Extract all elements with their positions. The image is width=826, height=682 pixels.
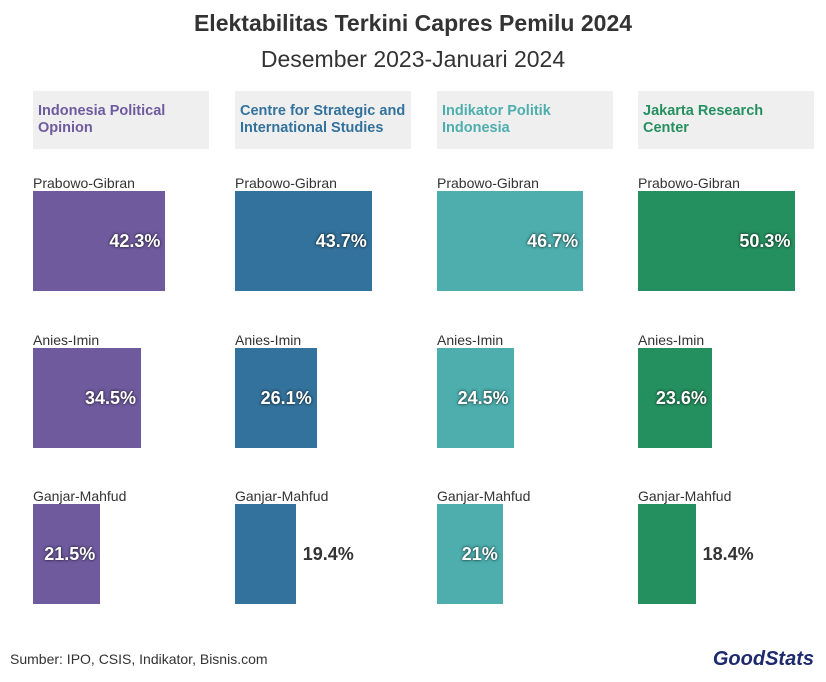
value-label: 42.3% [109, 231, 161, 251]
value-label: 21.5% [44, 544, 96, 564]
chart-title: Elektabilitas Terkini Capres Pemilu 2024 [193, 10, 633, 36]
value-label: 24.5% [457, 388, 509, 408]
bar [235, 504, 296, 604]
category-label: Anies-Imin [638, 332, 705, 348]
category-label: Prabowo-Gibran [33, 175, 135, 191]
panel-header: Indonesia Political Opinion [33, 91, 209, 149]
panel-header: Centre for Strategic and International S… [235, 91, 411, 149]
source: Sumber: IPO, CSIS, Indikator, Bisnis.com [10, 651, 268, 667]
value-label: 46.7% [527, 231, 579, 251]
value-label: 50.3% [739, 231, 791, 251]
category-label: Prabowo-Gibran [235, 175, 337, 191]
category-label: Anies-Imin [235, 332, 302, 348]
bar [638, 191, 796, 291]
logo: GoodStats [712, 648, 814, 670]
panel-header: Indikator Politik Indonesia [437, 91, 613, 149]
value-label: 34.5% [84, 388, 136, 408]
category-label: Ganjar-Mahfud [437, 488, 531, 504]
value-label: 21% [461, 544, 498, 564]
category-label: Ganjar-Mahfud [235, 488, 329, 504]
value-label: 18.4% [702, 544, 754, 564]
value-label: 19.4% [302, 544, 354, 564]
bar [33, 504, 101, 604]
category-label: Prabowo-Gibran [437, 175, 539, 191]
value-label: 26.1% [260, 388, 312, 408]
bar [638, 348, 712, 448]
bar [437, 191, 584, 291]
value-label: 43.7% [315, 231, 367, 251]
chart-subtitle: Desember 2023-Januari 2024 [260, 46, 566, 72]
bar [235, 348, 317, 448]
category-label: Prabowo-Gibran [638, 175, 740, 191]
value-label: 23.6% [655, 388, 707, 408]
category-label: Anies-Imin [437, 332, 504, 348]
bar [437, 504, 503, 604]
bar [33, 348, 141, 448]
bar [33, 191, 166, 291]
bar [235, 191, 372, 291]
category-label: Ganjar-Mahfud [638, 488, 732, 504]
category-label: Ganjar-Mahfud [33, 488, 127, 504]
bar [437, 348, 514, 448]
panel-header: Jakarta Research Center [638, 91, 814, 149]
bar [638, 504, 696, 604]
category-label: Anies-Imin [33, 332, 100, 348]
